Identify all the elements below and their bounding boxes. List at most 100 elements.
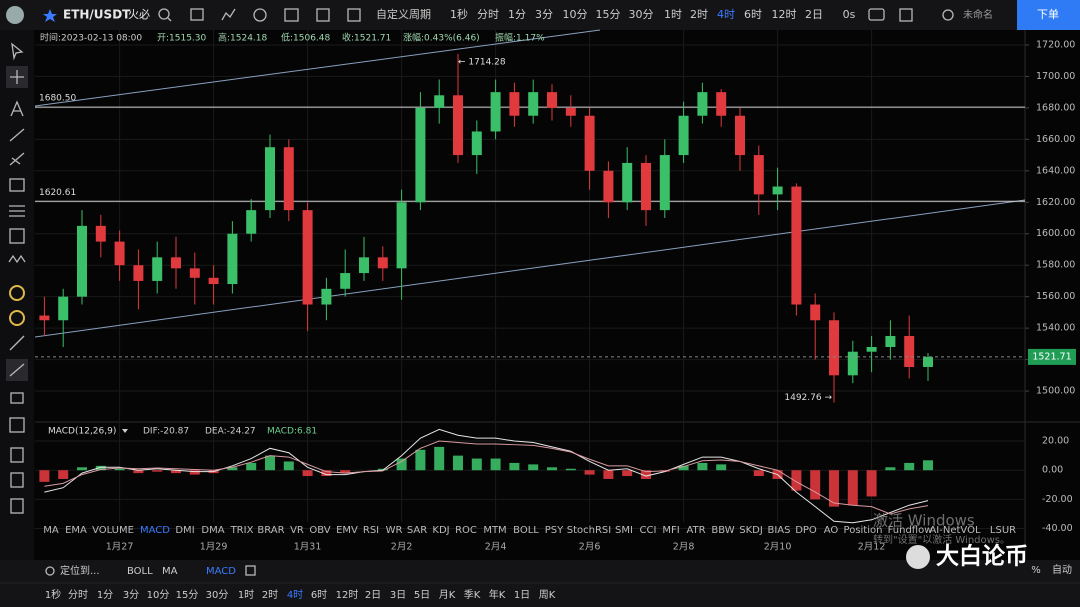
interval-button[interactable]: 月K — [439, 589, 456, 601]
indicator-tab[interactable]: OBV — [309, 525, 330, 536]
indicator-tab[interactable]: MA — [43, 525, 59, 536]
layout-icon[interactable] — [316, 8, 330, 22]
interval-button[interactable]: 2日 — [805, 8, 823, 21]
interval-button[interactable]: 10分 — [147, 589, 170, 601]
indicator-icon[interactable] — [221, 8, 236, 21]
interval-button[interactable]: 1时 — [664, 8, 682, 21]
magnet-tool[interactable] — [9, 285, 25, 301]
auto-toggle[interactable]: 自动 — [1052, 563, 1072, 576]
indicator-tab[interactable]: BBW — [711, 525, 734, 536]
interval-button[interactable]: 6时 — [744, 8, 762, 21]
cloud-icon[interactable] — [942, 9, 954, 21]
magnet-strong-tool[interactable] — [9, 310, 25, 326]
indicator-tab[interactable]: VOLUME — [92, 525, 134, 536]
interval-button[interactable]: 分时 — [68, 589, 88, 601]
rect-tool[interactable] — [9, 178, 25, 192]
indicator-tab[interactable]: CCI — [640, 525, 657, 536]
locate-button[interactable]: 定位到... — [60, 564, 100, 577]
camera-icon[interactable] — [868, 8, 885, 21]
indicator-chip[interactable]: MACD — [206, 566, 236, 577]
pattern-tool[interactable] — [9, 228, 25, 244]
interval-button[interactable]: 分时 — [477, 8, 499, 21]
interval-button[interactable]: 季K — [464, 589, 481, 601]
indicator-tab[interactable]: Position — [844, 525, 883, 536]
fib-tool[interactable] — [9, 205, 25, 217]
indicator-tab[interactable]: LSUR — [990, 525, 1016, 536]
tool-icon[interactable] — [190, 8, 204, 21]
interval-button[interactable]: 1日 — [514, 590, 530, 601]
cursor-tool[interactable] — [11, 42, 24, 61]
indicator-tab[interactable]: Fundflow — [888, 525, 933, 536]
indicator-tab[interactable]: PSY — [545, 525, 564, 536]
indicator-tab[interactable]: BIAS — [768, 525, 791, 536]
indicator-tab[interactable]: EMV — [336, 525, 358, 536]
interval-button[interactable]: 1秒 — [45, 588, 61, 601]
interval-button[interactable]: 12时 — [336, 589, 359, 601]
interval-button[interactable]: 1时 — [238, 589, 254, 601]
indicator-tab[interactable]: DPO — [795, 525, 817, 536]
interval-button[interactable]: 15分 — [176, 589, 199, 601]
indicator-tab[interactable]: SMI — [615, 525, 633, 536]
ray-tool[interactable] — [9, 152, 25, 166]
indicator-tab[interactable]: BOLL — [513, 525, 539, 536]
indicator-tab[interactable]: ATR — [686, 525, 705, 536]
interval-button[interactable]: 2时 — [262, 589, 278, 601]
indicator-tab[interactable]: VR — [290, 525, 304, 536]
interval-button[interactable]: 周K — [539, 589, 556, 601]
indicator-tab[interactable]: DMI — [175, 525, 194, 536]
indicator-tab[interactable]: KDJ — [432, 525, 449, 536]
indicator-tab[interactable]: MFI — [662, 525, 679, 536]
fullscreen-icon[interactable] — [347, 8, 361, 22]
order-button-label[interactable]: 下单 — [1037, 8, 1059, 21]
favorite-icon[interactable] — [43, 9, 57, 22]
interval-button[interactable]: 1分 — [97, 589, 113, 601]
settings-icon[interactable] — [253, 8, 267, 22]
indicator-tab[interactable]: BRAR — [257, 525, 284, 536]
interval-button[interactable]: 30分 — [629, 8, 654, 21]
interval-button[interactable]: 2时 — [690, 8, 708, 21]
dropdown-icon[interactable] — [122, 429, 128, 433]
indicator-tab[interactable]: MTM — [483, 525, 506, 536]
indicator-tab[interactable]: EMA — [65, 525, 87, 536]
interval-button[interactable]: 12时 — [772, 8, 797, 21]
indicator-tab[interactable]: AO — [824, 525, 839, 536]
indicator-chip[interactable]: BOLL — [127, 566, 153, 577]
wave-tool[interactable] — [8, 254, 26, 264]
interval-button[interactable]: 4时 — [717, 8, 735, 21]
interval-button[interactable]: 2日 — [365, 590, 381, 601]
copy-tool[interactable] — [10, 447, 24, 463]
interval-button[interactable]: 6时 — [311, 589, 327, 601]
layout-name[interactable]: 未命名 — [963, 8, 993, 21]
text-tool[interactable] — [10, 100, 24, 117]
indicator-tab[interactable]: DMA — [201, 525, 224, 536]
indicator-tab[interactable]: TRIX — [230, 525, 254, 536]
interval-button[interactable]: 年K — [489, 588, 506, 601]
delete-tool[interactable] — [10, 498, 24, 514]
indicator-tab[interactable]: ROC — [455, 525, 477, 536]
interval-button[interactable]: 3分 — [535, 8, 553, 21]
search-icon[interactable] — [158, 8, 170, 20]
interval-button[interactable]: 1秒 — [450, 7, 468, 21]
line-tool[interactable] — [9, 128, 25, 142]
expand-icon[interactable] — [899, 8, 913, 22]
indicator-tab[interactable]: WR — [386, 525, 403, 536]
interval-button[interactable]: 4时 — [287, 589, 303, 601]
indicator-tab[interactable]: RSI — [363, 525, 379, 536]
indicator-tab[interactable]: StochRSI — [567, 525, 611, 536]
indicator-tab[interactable]: SAR — [407, 525, 427, 536]
order-button[interactable] — [1017, 0, 1080, 30]
indicator-tab[interactable]: MACD — [140, 525, 170, 536]
layers-tool[interactable] — [10, 472, 24, 488]
hide-tool[interactable] — [9, 417, 25, 433]
interval-button[interactable]: 5日 — [414, 590, 430, 601]
indicator-tab[interactable]: AI-NetVOL — [929, 525, 980, 536]
interval-button[interactable]: 30分 — [206, 589, 229, 601]
interval-button[interactable]: 3分 — [123, 589, 139, 601]
interval-button[interactable]: 15分 — [596, 8, 621, 21]
custom-period[interactable]: 自定义周期 — [376, 7, 431, 21]
percent-toggle[interactable]: % — [1031, 565, 1041, 576]
indicator-tab[interactable]: SKDJ — [739, 525, 763, 536]
interval-button[interactable]: 1分 — [508, 8, 526, 21]
template-icon[interactable] — [284, 8, 299, 22]
ruler-tool[interactable] — [9, 335, 25, 351]
